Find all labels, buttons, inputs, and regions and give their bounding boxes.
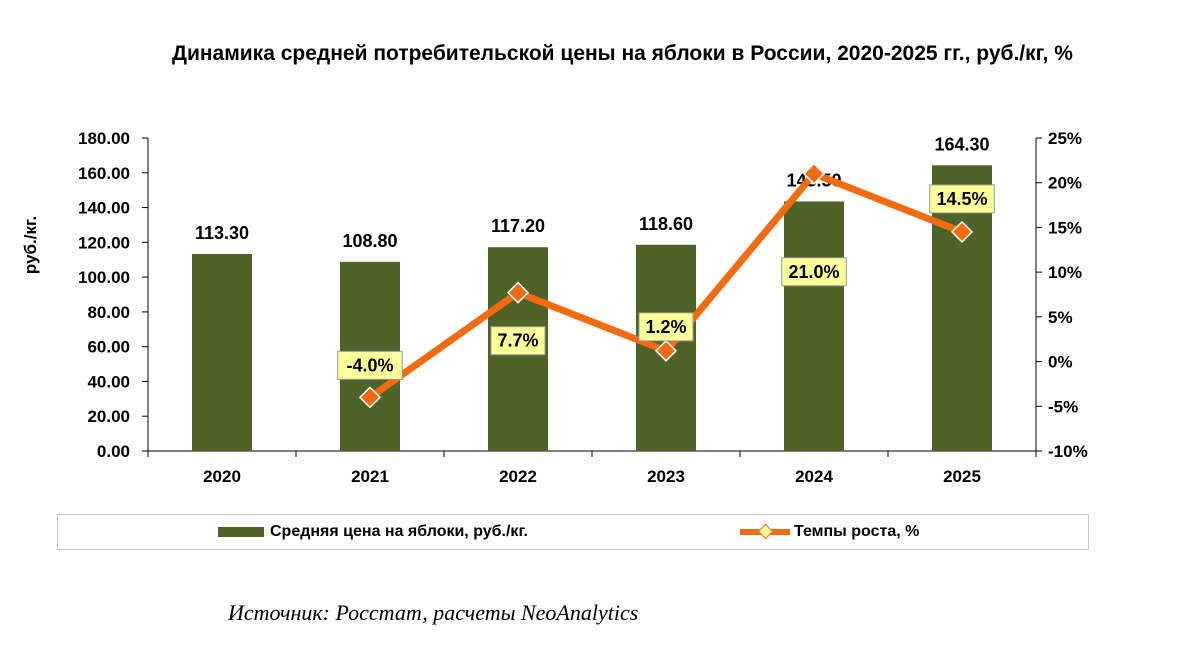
growth-label-box [337,350,403,380]
y-tick-label: 60.00 [87,338,130,357]
x-tick-label: 2022 [499,467,537,486]
growth-point [506,281,530,304]
y-tick-label: 0.00 [97,442,130,461]
legend-swatch-line [740,523,790,540]
y2-tick-label: -10% [1048,442,1088,461]
bar-value-label: 117.20 [491,216,545,236]
y-tick-label: 40.00 [87,372,130,391]
legend-item-price: Средняя цена на яблоки, руб./кг. [218,515,528,549]
growth-label-box [929,184,995,214]
growth-value-label: 14.5% [936,189,987,209]
growth-label-box [781,257,847,287]
x-tick-label: 2023 [647,467,685,486]
x-tick-label: 2025 [943,467,981,486]
y-tick-label: 20.00 [87,407,130,426]
y-axis-title: руб./кг. [21,216,40,274]
y-tick-label: 80.00 [87,303,130,322]
growth-point [802,162,826,185]
y-tick-label: 140.00 [78,199,130,218]
bar [784,201,844,451]
y2-tick-label: 15% [1048,218,1082,237]
legend-swatch-bar [218,527,264,537]
growth-value-label: 21.0% [788,262,839,282]
growth-point [950,220,974,243]
bar-value-label: 118.60 [639,214,693,234]
bar-value-label: 108.80 [342,231,397,251]
y-tick-label: 160.00 [78,164,130,183]
x-tick-label: 2021 [351,467,389,486]
y-tick-label: 180.00 [78,129,130,148]
legend-item-growth: Темпы роста, % [740,515,919,549]
growth-value-label: 1.2% [645,317,686,337]
y2-tick-label: 5% [1048,308,1073,327]
x-tick-label: 2024 [795,467,833,486]
y2-tick-label: 20% [1048,174,1082,193]
legend-label-price: Средняя цена на яблоки, руб./кг. [270,523,528,540]
growth-label-box [490,326,546,356]
growth-value-label: 7.7% [497,331,538,351]
diamond-marker-icon [757,523,774,540]
y2-tick-label: -5% [1048,397,1078,416]
x-tick-label: 2020 [203,467,241,486]
chart-title: Динамика средней потребительской цены на… [172,42,1073,65]
y2-tick-label: 0% [1048,353,1073,372]
y2-tick-label: 10% [1048,263,1082,282]
y-tick-label: 100.00 [78,268,130,287]
bar-value-label: 164.30 [934,134,989,154]
legend-label-growth: Темпы роста, % [794,523,920,540]
growth-value-label: -4.0% [346,355,393,375]
y-tick-label: 120.00 [78,233,130,252]
bar [192,253,252,451]
source-note: Источник: Росстат, расчеты NeoAnalytics [228,600,639,625]
bar-value-label: 113.30 [195,223,249,243]
legend: Средняя цена на яблоки, руб./кг. Темпы р… [57,514,1089,550]
y2-tick-label: 25% [1048,129,1082,148]
growth-point [358,386,382,409]
growth-point [654,339,678,362]
growth-label-box [638,312,694,342]
